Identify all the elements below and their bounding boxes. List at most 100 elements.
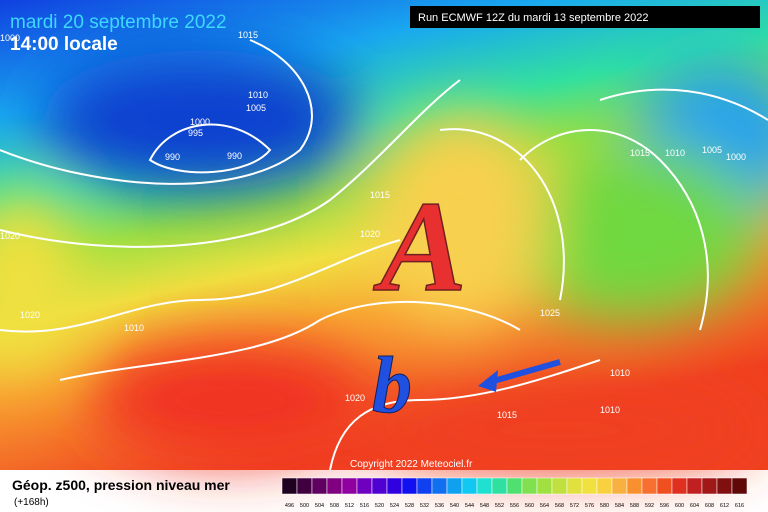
scale-swatch — [431, 477, 448, 495]
scale-swatch — [371, 477, 388, 495]
footer-title: Géop. z500, pression niveau mer — [12, 477, 230, 493]
isobar-label: 1020 — [345, 393, 365, 403]
isobar-label: 1010 — [124, 323, 144, 333]
scale-label: 532 — [420, 503, 429, 509]
scale-label: 512 — [345, 503, 354, 509]
scale-label: 536 — [435, 503, 444, 509]
scale-label: 504 — [315, 503, 324, 509]
scale-swatch — [611, 477, 628, 495]
isobar-label: 1020 — [20, 310, 40, 320]
run-label: Run ECMWF 12Z du mardi 13 septembre 2022 — [418, 12, 649, 24]
scale-label: 576 — [585, 503, 594, 509]
scale-label: 596 — [660, 503, 669, 509]
isobar-label: 1005 — [702, 145, 722, 155]
color-scale: 496 500 504 508 512 516 520 524 528 532 536 540 544 5… — [281, 477, 748, 509]
scale-label: 612 — [720, 503, 729, 509]
isobar-label: 1005 — [246, 103, 266, 113]
isobar-label: 1000 — [0, 33, 20, 43]
scale-label: 548 — [480, 503, 489, 509]
scale-label: 592 — [645, 503, 654, 509]
scale-label: 604 — [690, 503, 699, 509]
scale-label: 508 — [330, 503, 339, 509]
isobars — [0, 39, 768, 471]
run-box — [410, 6, 760, 28]
scale-swatch — [446, 477, 463, 495]
scale-swatch — [401, 477, 418, 495]
isobar-label: 990 — [165, 152, 180, 162]
background-field — [0, 0, 768, 470]
scale-swatch — [716, 477, 733, 495]
scale-label: 500 — [300, 503, 309, 509]
scale-label: 540 — [450, 503, 459, 509]
scale-swatch — [386, 477, 403, 495]
copyright: Copyright 2022 Meteociel.fr — [350, 459, 473, 470]
low-pressure: b — [372, 342, 412, 430]
scale-label: 556 — [510, 503, 519, 509]
scale-swatch — [656, 477, 673, 495]
scale-swatch — [311, 477, 328, 495]
scale-swatch — [416, 477, 433, 495]
isobar-label: 1025 — [540, 308, 560, 318]
scale-swatch — [536, 477, 553, 495]
arrow — [489, 359, 561, 385]
scale-swatch — [596, 477, 613, 495]
isobar-label: 1010 — [600, 405, 620, 415]
isobar-label: 1010 — [665, 148, 685, 158]
scale-label: 496 — [285, 503, 294, 509]
scale-label: 616 — [735, 503, 744, 509]
scale-swatch — [461, 477, 478, 495]
scale-swatch — [326, 477, 343, 495]
isobar-label: 1010 — [610, 368, 630, 378]
scale-swatch — [476, 477, 493, 495]
isobar-label: 995 — [188, 128, 203, 138]
footer-lead: (+168h) — [14, 497, 49, 508]
scale-label: 560 — [525, 503, 534, 509]
isobar-label: 1015 — [630, 148, 650, 158]
scale-label: 608 — [705, 503, 714, 509]
scale-swatch — [356, 477, 373, 495]
isobar-label: 990 — [227, 151, 242, 161]
scale-swatch — [551, 477, 568, 495]
scale-swatch — [671, 477, 688, 495]
scale-label: 572 — [570, 503, 579, 509]
scale-swatch — [731, 477, 748, 495]
scale-swatch — [521, 477, 538, 495]
scale-label: 600 — [675, 503, 684, 509]
scale-swatch — [281, 477, 298, 495]
scale-swatch — [626, 477, 643, 495]
scale-swatch — [641, 477, 658, 495]
arrow-head — [478, 370, 498, 392]
scale-label: 588 — [630, 503, 639, 509]
scale-label: 520 — [375, 503, 384, 509]
isobar-label: 1015 — [370, 190, 390, 200]
scale-label: 568 — [555, 503, 564, 509]
high-pressure: A — [373, 175, 467, 319]
scale-label: 564 — [540, 503, 549, 509]
scale-swatch — [566, 477, 583, 495]
scale-label: 516 — [360, 503, 369, 509]
scale-swatch — [701, 477, 718, 495]
scale-label: 524 — [390, 503, 399, 509]
scale-label: 584 — [615, 503, 624, 509]
isobar-label: 1015 — [238, 30, 258, 40]
isobar-label: 1010 — [248, 90, 268, 100]
scale-swatch — [341, 477, 358, 495]
scale-swatch — [491, 477, 508, 495]
scale-label: 552 — [495, 503, 504, 509]
scale-swatch — [581, 477, 598, 495]
scale-label: 528 — [405, 503, 414, 509]
scale-swatch — [506, 477, 523, 495]
scale-label: 544 — [465, 503, 474, 509]
scale-label: 580 — [600, 503, 609, 509]
isobar-label: 1015 — [497, 410, 517, 420]
scale-swatch — [296, 477, 313, 495]
scale-swatch — [686, 477, 703, 495]
isobar-label: 1000 — [190, 117, 210, 127]
isobar-label: 1000 — [726, 152, 746, 162]
isobar-label: 1020 — [0, 231, 20, 241]
date-label: mardi 20 septembre 2022 — [10, 12, 227, 33]
isobar-label: 1020 — [360, 229, 380, 239]
time-label: 14:00 locale — [10, 34, 118, 55]
